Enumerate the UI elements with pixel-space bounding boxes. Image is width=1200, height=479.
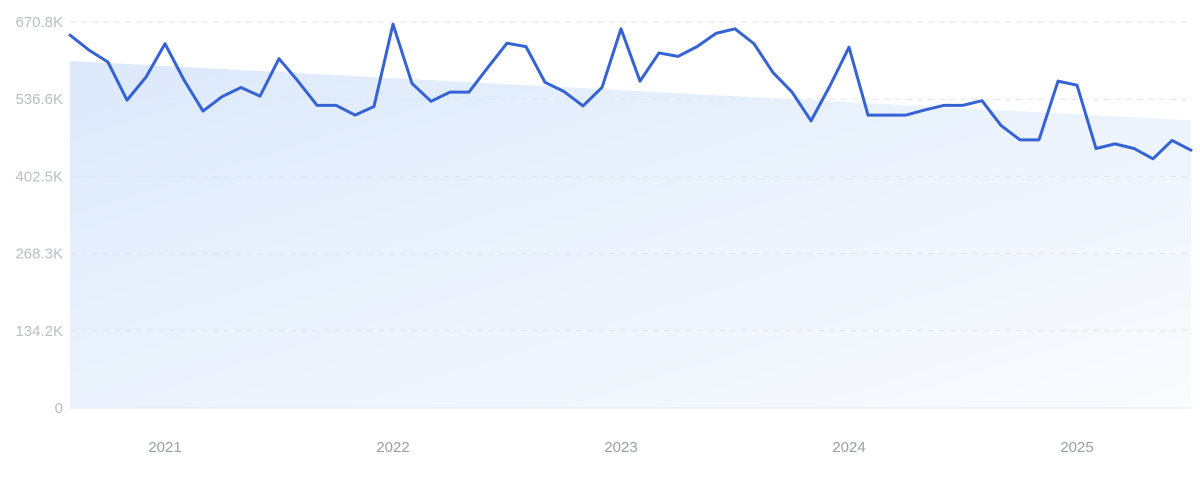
x-tick-label: 2023 bbox=[604, 439, 637, 456]
data-point[interactable] bbox=[710, 27, 722, 39]
data-point[interactable] bbox=[216, 91, 228, 103]
data-point[interactable] bbox=[482, 61, 494, 73]
data-point[interactable] bbox=[976, 95, 988, 107]
data-point[interactable] bbox=[425, 95, 437, 107]
data-point[interactable] bbox=[1185, 144, 1197, 156]
data-point[interactable] bbox=[767, 67, 779, 79]
data-point[interactable] bbox=[64, 29, 76, 41]
data-point[interactable] bbox=[83, 44, 95, 56]
y-tick-label: 268.3K bbox=[15, 246, 63, 263]
data-point[interactable] bbox=[653, 47, 665, 59]
data-point[interactable] bbox=[368, 100, 380, 112]
data-point[interactable] bbox=[178, 74, 190, 86]
series-line-group bbox=[64, 18, 1197, 165]
data-point[interactable] bbox=[121, 94, 133, 106]
data-point[interactable] bbox=[539, 76, 551, 88]
data-point[interactable] bbox=[444, 86, 456, 98]
data-point[interactable] bbox=[463, 86, 475, 98]
data-point[interactable] bbox=[672, 50, 684, 62]
data-point[interactable] bbox=[406, 77, 418, 89]
data-point[interactable] bbox=[577, 100, 589, 112]
data-point[interactable] bbox=[330, 99, 342, 111]
y-tick-label: 134.2K bbox=[15, 323, 63, 340]
data-point[interactable] bbox=[729, 23, 741, 35]
x-tick-label: 2022 bbox=[376, 439, 409, 456]
data-point[interactable] bbox=[501, 37, 513, 49]
data-point[interactable] bbox=[843, 41, 855, 53]
data-point[interactable] bbox=[1052, 75, 1064, 87]
data-point[interactable] bbox=[292, 75, 304, 87]
x-tick-label: 2024 bbox=[832, 439, 865, 456]
series-line bbox=[68, 22, 1193, 161]
data-point[interactable] bbox=[197, 105, 209, 117]
data-point[interactable] bbox=[1128, 142, 1140, 154]
data-point[interactable] bbox=[957, 99, 969, 111]
data-point[interactable] bbox=[691, 41, 703, 53]
data-point[interactable] bbox=[558, 86, 570, 98]
data-point[interactable] bbox=[881, 109, 893, 121]
trend-fill bbox=[70, 61, 1191, 408]
data-point[interactable] bbox=[102, 56, 114, 68]
data-point[interactable] bbox=[786, 86, 798, 98]
data-point[interactable] bbox=[235, 81, 247, 93]
data-point[interactable] bbox=[1033, 134, 1045, 146]
data-point[interactable] bbox=[995, 119, 1007, 131]
data-point[interactable] bbox=[159, 38, 171, 50]
data-point[interactable] bbox=[520, 41, 532, 53]
x-tick-label: 2021 bbox=[148, 439, 181, 456]
data-point[interactable] bbox=[805, 115, 817, 127]
data-point[interactable] bbox=[1090, 142, 1102, 154]
data-point[interactable] bbox=[1071, 79, 1083, 91]
y-tick-label: 0 bbox=[55, 400, 63, 417]
data-point[interactable] bbox=[387, 18, 399, 30]
data-point[interactable] bbox=[862, 109, 874, 121]
x-tick-label: 2025 bbox=[1060, 439, 1093, 456]
data-point[interactable] bbox=[615, 23, 627, 35]
data-point[interactable] bbox=[349, 109, 361, 121]
y-axis-ticks: 0 134.2K 268.3K 402.5K 536.6K 670.8K bbox=[15, 14, 63, 417]
data-point[interactable] bbox=[1147, 153, 1159, 165]
data-point[interactable] bbox=[919, 104, 931, 116]
data-point[interactable] bbox=[900, 109, 912, 121]
data-point[interactable] bbox=[254, 90, 266, 102]
data-point[interactable] bbox=[596, 81, 608, 93]
data-point[interactable] bbox=[273, 53, 285, 65]
data-point[interactable] bbox=[824, 80, 836, 92]
data-point[interactable] bbox=[748, 38, 760, 50]
data-point[interactable] bbox=[1166, 134, 1178, 146]
y-tick-label: 402.5K bbox=[15, 168, 63, 185]
data-point[interactable] bbox=[938, 99, 950, 111]
data-point[interactable] bbox=[634, 75, 646, 87]
data-point[interactable] bbox=[311, 99, 323, 111]
data-point[interactable] bbox=[1014, 134, 1026, 146]
y-tick-label: 536.6K bbox=[15, 91, 63, 108]
trend-area bbox=[70, 61, 1191, 408]
data-point[interactable] bbox=[1109, 138, 1121, 150]
data-point[interactable] bbox=[140, 71, 152, 83]
x-axis-ticks: 2021 2022 2023 2024 2025 bbox=[148, 439, 1093, 456]
y-tick-label: 670.8K bbox=[15, 14, 63, 31]
